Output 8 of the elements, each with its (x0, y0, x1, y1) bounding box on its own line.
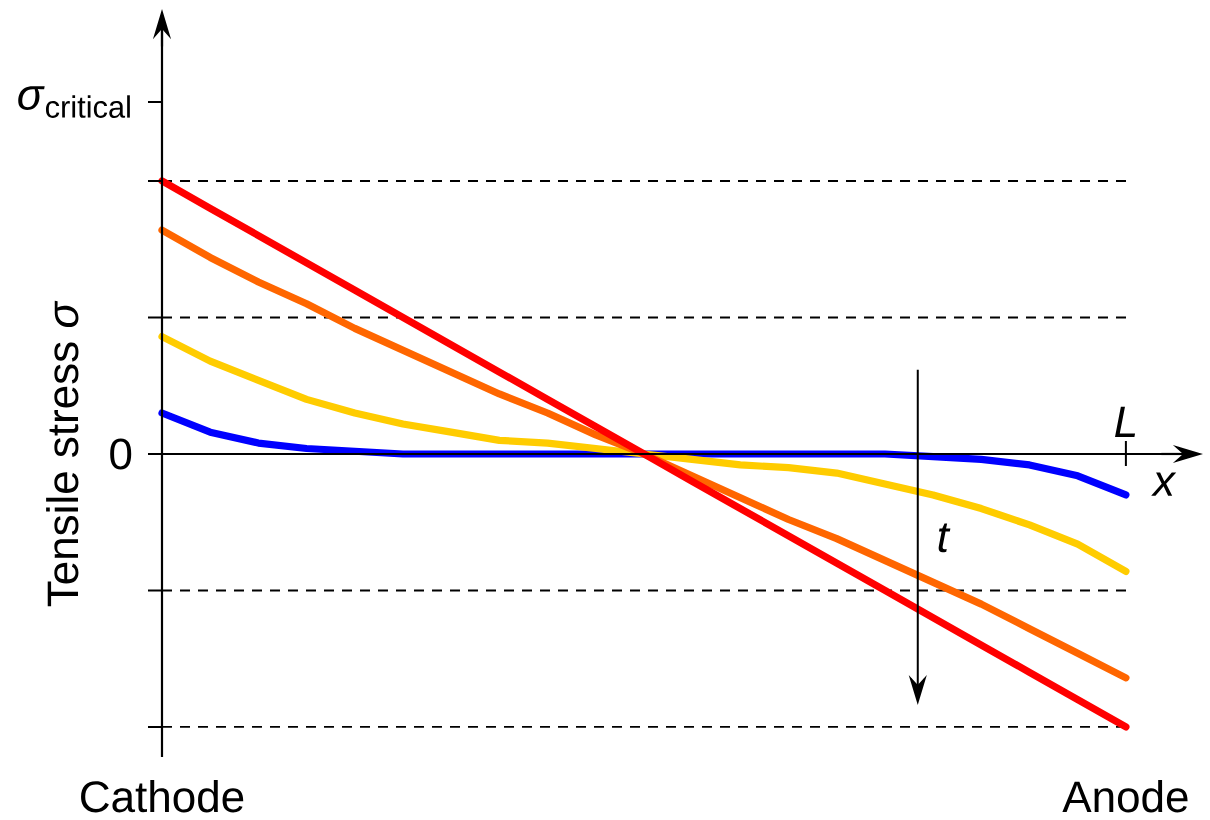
text: σ$_{critical}$ (18, 86, 130, 118)
x-tick-label: Anode (1062, 780, 1188, 813)
y-axis-title: Tensile stress σ (46, 300, 79, 607)
x-axis-title: x (1151, 472, 1177, 496)
x-tick-label: Cathode (81, 780, 244, 813)
annotation: t (938, 523, 951, 553)
text: 0 (110, 438, 132, 470)
annotation: L (1115, 406, 1136, 437)
